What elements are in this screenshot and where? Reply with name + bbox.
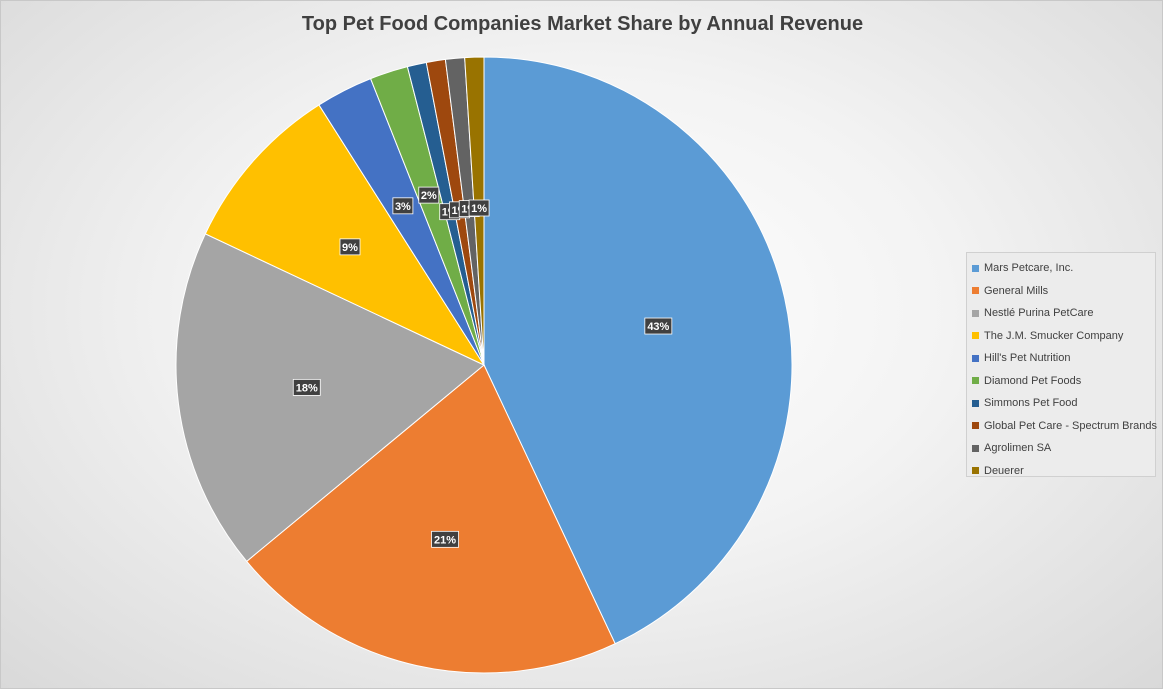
legend-swatch — [972, 264, 979, 272]
legend-label: Nestlé Purina PetCare — [984, 307, 1094, 320]
legend-item: Mars Petcare, Inc. — [972, 257, 1155, 280]
data-label-box — [644, 317, 673, 335]
legend-swatch — [972, 444, 979, 452]
data-label-3: 18% — [292, 378, 321, 396]
legend-item: Agrolimen SA — [972, 437, 1155, 460]
data-label-1: 43% — [644, 317, 673, 335]
legend-label: Deuerer — [984, 464, 1024, 477]
data-label-text: 3% — [395, 201, 411, 213]
data-label-text: 1% — [471, 203, 487, 215]
data-label-box — [418, 186, 440, 204]
legend-item: Hill's Pet Nutrition — [972, 347, 1155, 370]
legend-item: Diamond Pet Foods — [972, 370, 1155, 393]
chart-title: Top Pet Food Companies Market Share by A… — [301, 13, 864, 35]
legend-label: General Mills — [984, 284, 1049, 297]
data-label-box — [431, 530, 459, 548]
data-label-5: 3% — [392, 197, 414, 215]
legend: Mars Petcare, Inc. General Mills Nestlé Pu… — [966, 252, 1158, 477]
pie-slice-1 — [483, 56, 793, 645]
pie-slice-3 — [175, 233, 485, 563]
legend-item: Simmons Pet Food — [972, 392, 1155, 415]
data-label-text: 43% — [647, 321, 669, 333]
legend-item: Nestlé Purina PetCare — [972, 302, 1155, 325]
legend-label: The J.M. Smucker Company — [984, 329, 1124, 342]
data-label-text: 2% — [421, 190, 437, 202]
legend-item: Deuerer — [972, 460, 1155, 483]
data-label-box — [468, 199, 490, 217]
legend-swatch — [972, 377, 979, 385]
data-label-box — [392, 197, 414, 215]
legend-swatch — [972, 422, 979, 430]
legend-label: Agrolimen SA — [984, 442, 1052, 455]
pie-slice-2 — [245, 364, 616, 674]
legend-swatch — [972, 332, 979, 340]
legend-swatch — [972, 309, 979, 317]
legend-item: Global Pet Care - Spectrum Brands — [972, 415, 1158, 438]
legend-item: The J.M. Smucker Company — [972, 325, 1155, 348]
data-label-10: 1% — [468, 199, 490, 217]
legend-swatch — [972, 287, 979, 295]
data-label-text: 18% — [296, 382, 318, 394]
legend-label: Global Pet Care - Spectrum Brands — [984, 419, 1158, 432]
data-label-box — [292, 378, 321, 396]
data-label-2: 21% — [431, 530, 459, 548]
data-label-text: 21% — [434, 534, 456, 546]
data-label-text: 9% — [342, 242, 358, 254]
legend-label: Simmons Pet Food — [984, 397, 1078, 410]
data-label-4: 9% — [339, 238, 361, 256]
legend-item: General Mills — [972, 280, 1155, 303]
data-label-6: 2% — [418, 186, 440, 204]
legend-swatch — [972, 467, 979, 475]
legend-swatch — [972, 354, 979, 362]
legend-swatch — [972, 399, 979, 407]
data-label-box — [339, 238, 361, 256]
legend-label: Hill's Pet Nutrition — [984, 352, 1071, 365]
legend-label: Diamond Pet Foods — [984, 374, 1082, 387]
pie-slice-4 — [204, 104, 486, 367]
legend-label: Mars Petcare, Inc. — [984, 262, 1074, 275]
